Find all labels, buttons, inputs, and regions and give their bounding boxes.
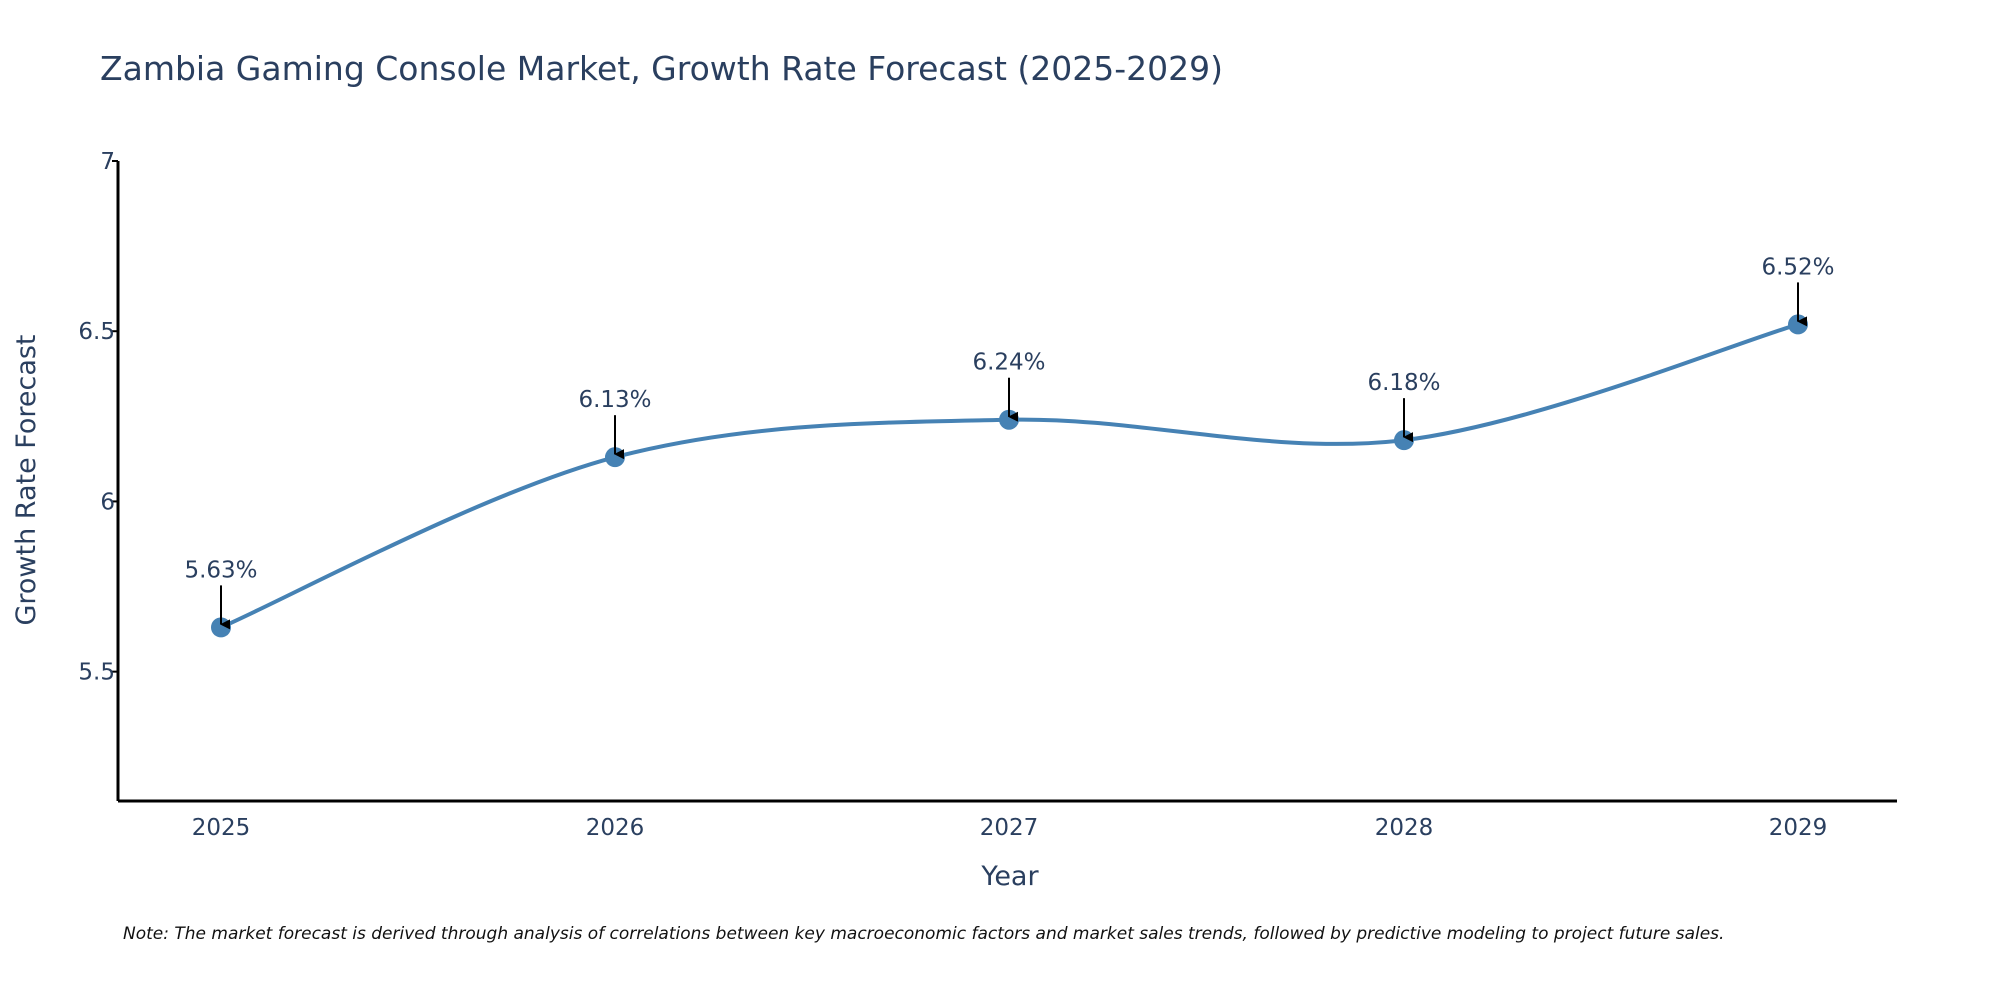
- data-label: 6.52%: [1761, 254, 1834, 280]
- x-tick-label: 2026: [586, 815, 645, 841]
- x-tick-label: 2029: [1769, 815, 1828, 841]
- data-label: 6.18%: [1367, 370, 1440, 396]
- chart-title: Zambia Gaming Console Market, Growth Rat…: [100, 49, 1223, 88]
- axes-group: [116, 161, 1897, 803]
- y-tick-group: 5.5 6 6.5 7: [78, 149, 118, 686]
- y-tick-label: 5.5: [78, 660, 115, 686]
- footnote: Note: The market forecast is derived thr…: [123, 924, 1724, 944]
- data-label: 6.13%: [578, 387, 651, 413]
- x-tick-label: 2025: [192, 815, 251, 841]
- y-tick-label: 6.5: [78, 319, 115, 345]
- y-tick-label: 7: [100, 149, 115, 175]
- annotation-group: 5.63% 6.13% 6.24% 6.18% 6.52%: [184, 254, 1835, 630]
- x-tick-label: 2028: [1375, 815, 1434, 841]
- x-tick-group: 2025 2026 2027 2028 2029: [192, 815, 1828, 841]
- x-axis-title: Year: [980, 861, 1039, 892]
- x-tick-label: 2027: [980, 815, 1039, 841]
- y-axis-title: Growth Rate Forecast: [11, 334, 42, 625]
- y-tick-label: 6: [100, 489, 115, 515]
- data-label: 5.63%: [184, 557, 257, 583]
- data-label: 6.24%: [972, 350, 1045, 376]
